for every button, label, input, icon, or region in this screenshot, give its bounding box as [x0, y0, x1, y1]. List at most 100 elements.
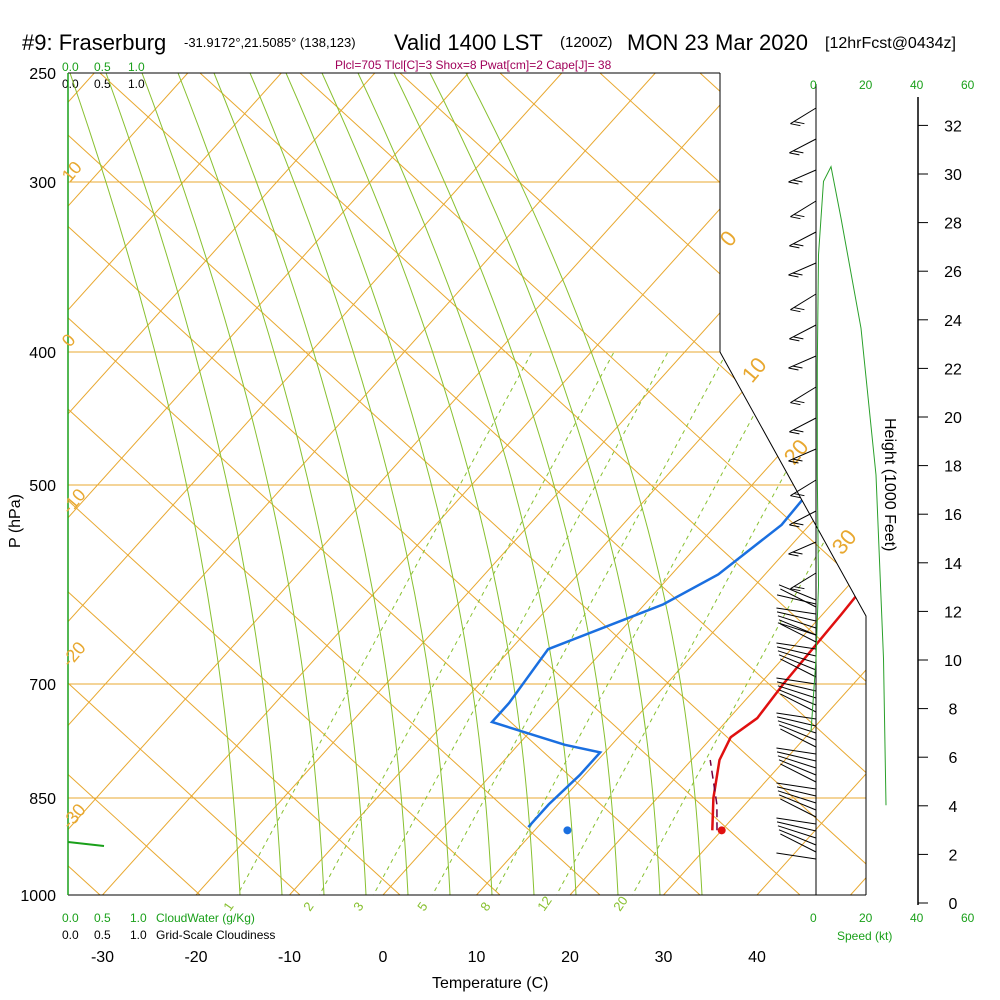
dry-adiabat: [399, 73, 866, 895]
wind-barb: [790, 107, 817, 125]
wind-barb-flag: [792, 272, 803, 276]
isotherm: [68, 73, 656, 895]
moist-adiabat: [105, 73, 283, 895]
cw-top-1: 0.5: [94, 60, 111, 74]
wind-barb: [790, 293, 817, 311]
wind-barb: [777, 825, 817, 839]
wind-barb: [776, 782, 817, 790]
wind-barb-flag: [794, 400, 805, 404]
wind-barb-flag: [792, 365, 803, 369]
valid-time: Valid 1400 LST: [394, 30, 543, 55]
wind-barb-flag: [789, 431, 800, 435]
moist-adiabat: [69, 73, 241, 895]
wind-barb-flag: [790, 123, 801, 127]
wind-barb: [776, 817, 817, 825]
dry-adiabat: [68, 73, 701, 895]
cloud-scale-bottom: 0.0 0.5 1.0 CloudWater (g/Kg) 0.0 0.5 1.…: [62, 911, 275, 942]
speed-top-40: 40: [910, 78, 924, 92]
cw-bottom-0: 0.0: [62, 911, 79, 925]
isotherm: [195, 73, 866, 895]
height-tick-label: 18: [944, 459, 962, 476]
speed-title: Speed (kt): [837, 929, 892, 943]
temperature-tick: -30: [91, 949, 114, 966]
temperature-tick: -10: [278, 949, 301, 966]
wind-barb: [778, 794, 817, 811]
wind-barb-flag: [794, 493, 805, 497]
wind-barb-flag: [790, 402, 801, 406]
zulu-time: (1200Z): [560, 34, 613, 51]
wind-barb: [776, 611, 817, 622]
isotherm: [68, 73, 469, 895]
dry-adiabat: [199, 73, 866, 895]
wind-barb-flag: [792, 551, 803, 555]
cloudwater-trace: [68, 841, 105, 847]
wind-barb-flag: [789, 152, 800, 156]
wind-barb: [777, 615, 817, 629]
wind-barb: [780, 763, 817, 783]
isotherm: [68, 73, 376, 895]
temperature-axis-title: Temperature (C): [432, 975, 548, 992]
pressure-tick-500: 500: [29, 478, 56, 495]
wind-barb: [790, 386, 817, 404]
cl-bottom-title: Grid-Scale Cloudiness: [156, 928, 275, 942]
cloudwater-scale-top: 0.0 0.5 1.0 0.0 0.5 1.0: [62, 60, 145, 91]
pressure-tick-400: 400: [29, 345, 56, 362]
wind-barb: [776, 821, 817, 832]
wind-barb-flag: [794, 307, 805, 311]
isotherm: [569, 73, 866, 895]
moist-adiabat-lines: [69, 73, 703, 895]
dry-adiabat-lines: [68, 73, 866, 895]
isotherm: [68, 73, 750, 895]
moist-adiabat: [213, 73, 409, 895]
mixing-ratio-label: 2: [300, 899, 316, 914]
wind-barb: [777, 755, 817, 769]
cw-top-2: 1.0: [128, 60, 145, 74]
wind-barb-flag: [792, 179, 803, 183]
wind-barb: [778, 619, 817, 636]
cl-top-1: 0.5: [94, 77, 111, 91]
wind-barb: [776, 716, 817, 727]
height-tick-label: 26: [944, 264, 962, 281]
isotherm: [944, 73, 1000, 895]
cl-bottom-2: 1.0: [130, 928, 147, 942]
mixing-ratio-line: [626, 351, 866, 895]
isotherm: [68, 73, 563, 895]
dry-adiabat: [299, 73, 866, 895]
wind-barb: [776, 786, 817, 797]
height-tick-label: 16: [944, 507, 962, 524]
wind-barb: [780, 693, 817, 713]
wind-barb-flag: [792, 458, 803, 462]
speed-bottom-40: 40: [910, 911, 924, 925]
dry-adiabat: [68, 73, 601, 895]
moist-adiabat: [465, 73, 703, 895]
wind-barb: [778, 654, 817, 671]
wind-barb: [778, 689, 817, 706]
temperature-tick: 0: [379, 949, 388, 966]
cw-bottom-2: 1.0: [130, 911, 147, 925]
wind-panel: 0 20 40 60 0 20 40 60 Speed (kt): [776, 78, 975, 943]
wind-barb: [790, 200, 817, 218]
temperature-tick: 40: [748, 949, 766, 966]
dry-adiabat: [68, 73, 501, 895]
mixing-ratio-line: [313, 351, 615, 895]
temperature-tick: 20: [561, 949, 579, 966]
wind-barb: [777, 790, 817, 804]
mixing-ratio-label: 20: [610, 893, 631, 913]
wind-barb: [780, 623, 817, 643]
isotherm: [850, 73, 866, 895]
wind-barb-flag: [793, 429, 804, 433]
wind-barb: [776, 712, 817, 720]
pressure-tick-250: 250: [29, 66, 56, 83]
pressure-tick-700: 700: [29, 677, 56, 694]
stability-indices: Plcl=705 Tlcl[C]=3 Shox=8 Pwat[cm]=2 Cap…: [335, 58, 612, 72]
mixing-ratio-lines: [231, 351, 866, 895]
temperature-tick: 10: [468, 949, 486, 966]
height-tick-label: 32: [944, 118, 962, 135]
pressure-tick-850: 850: [29, 791, 56, 808]
height-tick-label: 22: [944, 361, 962, 378]
height-tick-label: 12: [944, 604, 962, 621]
wind-barb: [776, 751, 817, 762]
isotherm-label: 10: [737, 352, 772, 387]
cl-bottom-0: 0.0: [62, 928, 79, 942]
height-tick-label: 24: [944, 313, 962, 330]
